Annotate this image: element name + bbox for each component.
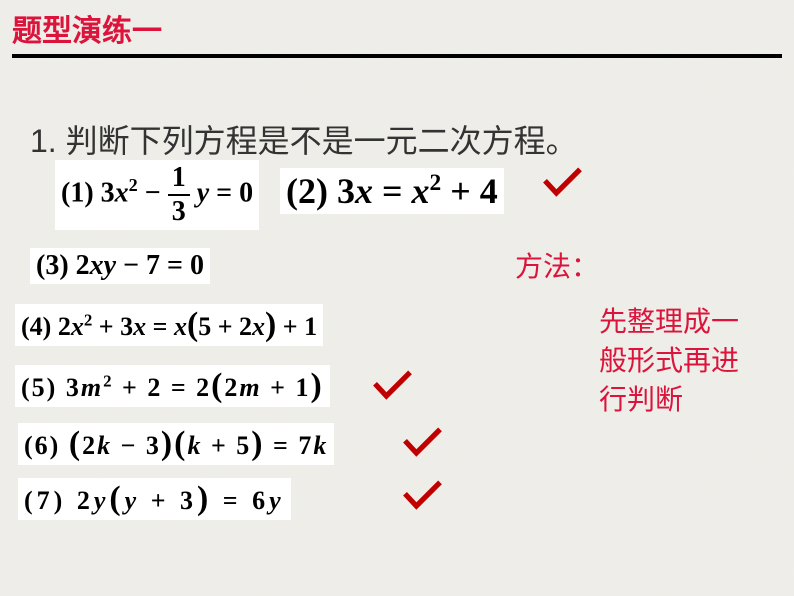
method-label: 方法： — [515, 245, 599, 285]
eq1-frac-den: 3 — [168, 196, 190, 228]
equation-5: (5) 3m2 + 2 = 2(2m + 1) — [15, 365, 330, 407]
equation-1: (1) 3x2 − 13 y = 0 — [55, 160, 259, 230]
check-eq5 — [370, 368, 415, 403]
equation-4: (4) 2x2 + 3x = x(5 + 2x) + 1 — [15, 304, 323, 346]
method-text-line2: 般形式再进 — [599, 341, 739, 380]
method-text-box: 先整理成一 般形式再进 行判断 — [599, 302, 739, 420]
slide-header: 题型演练一 — [0, 0, 794, 61]
method-text-line3: 行判断 — [599, 380, 739, 419]
header-title: 题型演练一 — [12, 6, 782, 50]
eq1-frac-num: 1 — [168, 162, 190, 196]
check-eq2 — [540, 165, 585, 200]
check-eq7 — [400, 478, 445, 513]
header-divider — [12, 54, 782, 58]
equation-2: (2) 3x = x2 + 4 — [280, 168, 504, 214]
question-title: 1. 判断下列方程是不是一元二次方程。 — [30, 116, 774, 162]
method-label-box: 方法： — [515, 245, 599, 310]
equation-6: (6) (2k − 3)(k + 5) = 7k — [18, 423, 334, 465]
question-text: 判断下列方程是不是一元二次方程。 — [66, 123, 578, 159]
equation-3: (3) 2xy − 7 = 0 — [30, 248, 210, 284]
equation-7: (7) 2y(y + 3) = 6y — [18, 478, 291, 520]
question-number: 1. — [30, 123, 57, 159]
method-text-line1: 先整理成一 — [599, 302, 739, 341]
check-eq6 — [400, 425, 445, 460]
